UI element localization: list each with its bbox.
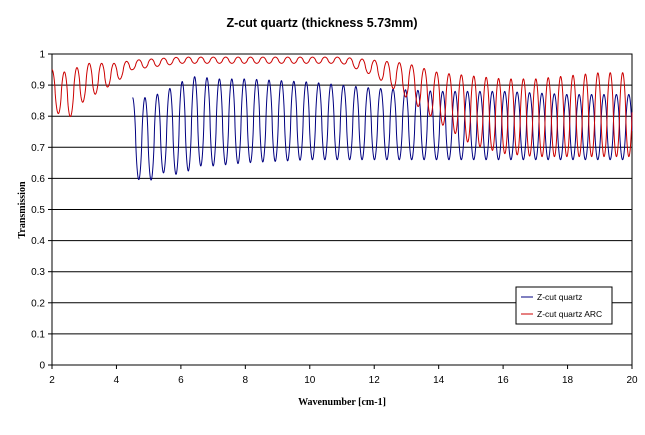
y-tick-label: 0.2 <box>31 298 45 309</box>
series-line-z-cut-quartz-arc <box>51 56 633 158</box>
x-tick-label: 4 <box>114 375 120 386</box>
x-tick-label: 18 <box>562 375 574 386</box>
y-tick-label: 0.1 <box>31 329 45 340</box>
series-line-z-cut-quartz <box>132 76 633 181</box>
x-tick-label: 6 <box>178 375 184 386</box>
x-tick-label: 10 <box>304 375 316 386</box>
legend-box <box>515 286 613 325</box>
y-axis-title: Transmission <box>17 181 28 238</box>
series-layer <box>51 56 633 181</box>
y-tick-label: 0.3 <box>31 267 45 278</box>
x-axis-title: Wavenumber [cm-1] <box>298 397 386 408</box>
x-tick-label: 8 <box>243 375 249 386</box>
x-axis: 2 4 6 8 10 12 14 16 18 20 <box>49 365 638 386</box>
legend-label-z-cut-quartz-arc: Z-cut quartz ARC <box>537 309 602 319</box>
x-tick-label: 14 <box>433 375 445 386</box>
x-tick-label: 20 <box>626 375 638 386</box>
legend-label-z-cut-quartz: Z-cut quartz <box>537 292 582 302</box>
y-tick-label: 0.5 <box>31 205 45 216</box>
y-tick-label: 0 <box>39 361 45 372</box>
y-axis: 0 0.1 0.2 0.3 0.4 0.5 0.6 0.7 0.8 0.9 1 <box>31 50 52 372</box>
y-tick-label: 0.4 <box>31 236 45 247</box>
y-tick-label: 0.8 <box>31 112 45 123</box>
x-tick-label: 12 <box>369 375 381 386</box>
x-tick-label: 2 <box>49 375 55 386</box>
y-tick-label: 0.6 <box>31 174 45 185</box>
chart-title: Z-cut quartz (thickness 5.73mm) <box>226 16 417 30</box>
legend: Z-cut quartz Z-cut quartz ARC <box>515 286 613 325</box>
x-tick-label: 16 <box>498 375 510 386</box>
y-tick-label: 0.9 <box>31 81 45 92</box>
y-tick-label: 0.7 <box>31 143 45 154</box>
y-tick-label: 1 <box>39 50 45 61</box>
